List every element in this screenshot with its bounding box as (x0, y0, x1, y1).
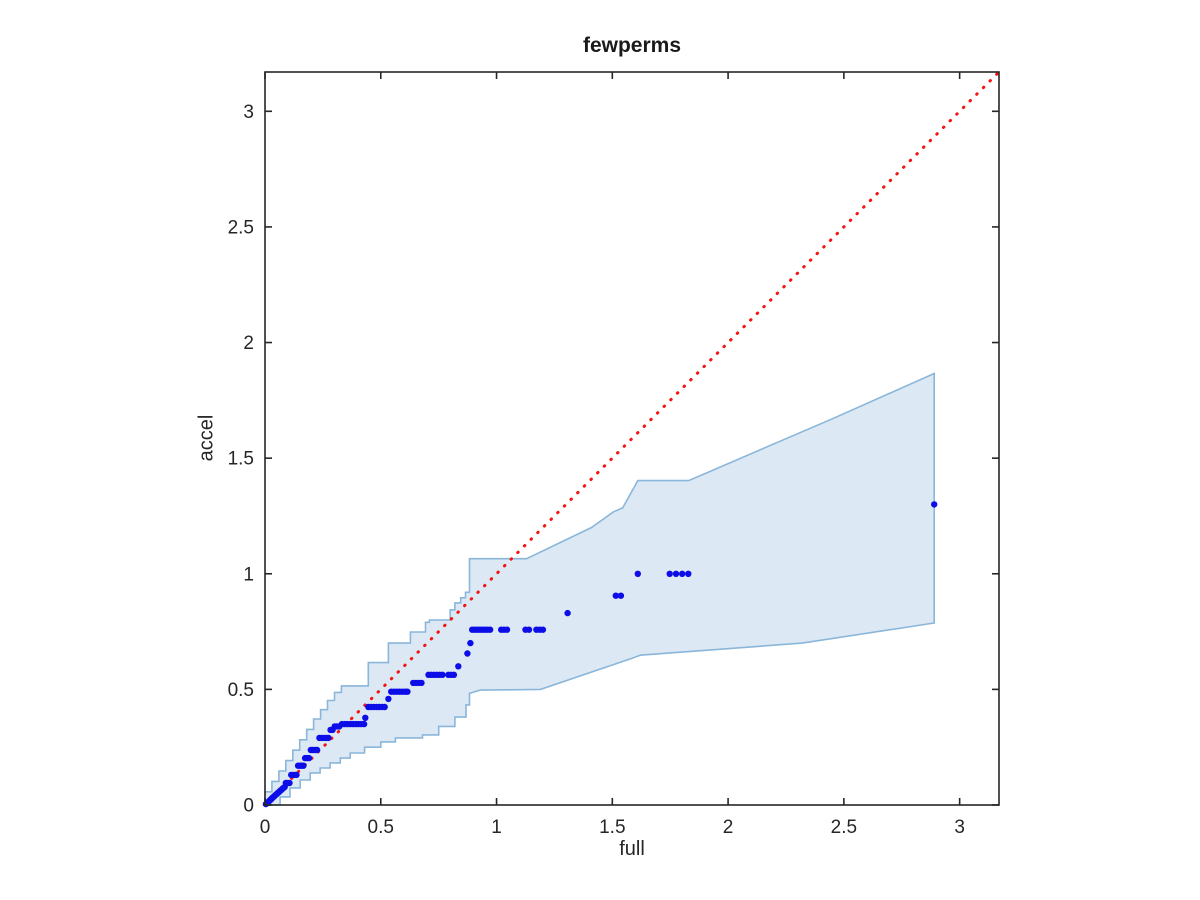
data-point (439, 671, 446, 678)
page-title: fewperms (582, 34, 682, 57)
data-point (617, 592, 625, 599)
data-point (931, 501, 938, 508)
data-point (455, 663, 462, 670)
y-tick-label: 3 (243, 102, 254, 123)
x-axis-label: full (619, 838, 645, 860)
data-point (634, 570, 641, 577)
data-point (404, 688, 411, 695)
x-tick-label: 2 (723, 817, 734, 838)
y-tick-label: 1 (243, 564, 254, 585)
y-tick-label: 0.5 (228, 680, 254, 701)
y-tick-label: 2 (243, 333, 254, 354)
data-point (612, 592, 619, 599)
data-point (666, 570, 673, 577)
x-ticks: 0 0.5 1 1.5 2 2.5 3 (260, 72, 965, 838)
data-point (381, 703, 388, 711)
data-point (672, 570, 680, 577)
data-point (525, 626, 533, 633)
data-point (313, 746, 321, 754)
x-tick-label: 0.5 (368, 817, 394, 838)
data-point (293, 771, 300, 779)
data-point (486, 626, 494, 633)
x-tick-label: 3 (954, 817, 965, 838)
data-point (385, 695, 392, 703)
data-point (539, 626, 547, 633)
data-point (418, 679, 425, 687)
axes-box (264, 71, 1000, 806)
data-point (325, 734, 332, 742)
x-tick-label: 1.5 (599, 817, 625, 838)
y-tick-label: 0 (243, 796, 254, 817)
x-tick-label: 1 (491, 817, 502, 838)
x-tick-label: 0 (260, 817, 271, 838)
data-point (450, 671, 458, 678)
data-point (679, 570, 686, 577)
data-point (464, 650, 471, 657)
y-ticks: 0 0.5 1 1.5 2 2.5 3 (228, 102, 999, 817)
data-point (564, 609, 571, 617)
data-point (360, 720, 368, 728)
data-point (362, 714, 369, 721)
y-tick-label: 1.5 (228, 449, 254, 470)
data-point (467, 639, 474, 647)
data-point (685, 570, 692, 577)
scatter-series (262, 501, 938, 808)
confidence-band (264, 372, 936, 806)
data-point (286, 779, 293, 787)
identity-reference-line (263, 70, 1001, 807)
data-point (503, 626, 511, 633)
y-axis-label: accel (195, 414, 218, 462)
data-point (305, 754, 313, 762)
y-tick-label: 2.5 (228, 217, 254, 238)
x-tick-label: 2.5 (831, 817, 857, 838)
data-point (300, 762, 307, 769)
